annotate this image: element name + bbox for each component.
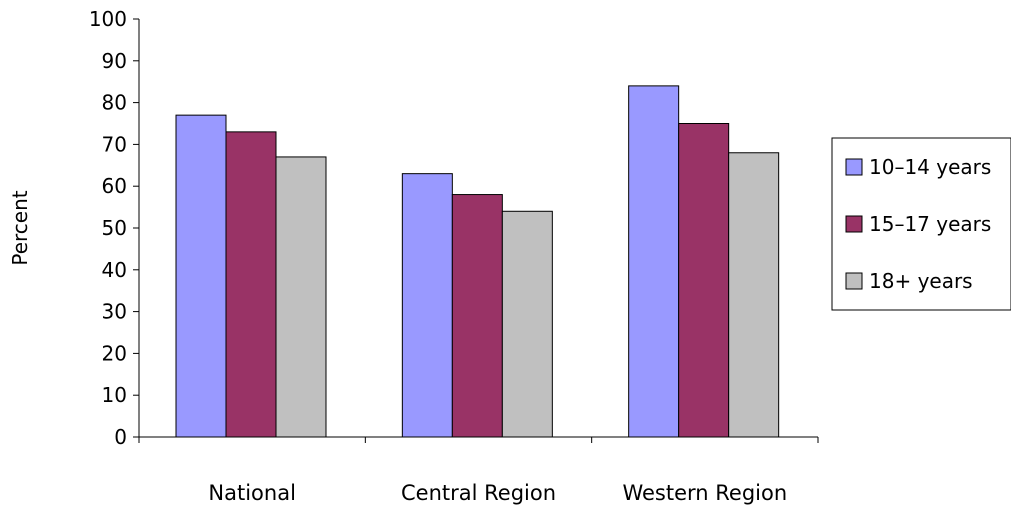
y-tick-label: 10 bbox=[102, 383, 127, 407]
bar-national-series-2 bbox=[225, 131, 277, 438]
x-tick-label: Western Region bbox=[622, 481, 787, 505]
y-tick-label: 60 bbox=[102, 174, 127, 198]
y-axis-label: Percent bbox=[8, 190, 32, 265]
legend-swatch bbox=[845, 215, 863, 233]
legend-swatch bbox=[845, 158, 863, 176]
bar-national-series-3 bbox=[275, 156, 327, 438]
x-tick-label: National bbox=[208, 481, 296, 505]
y-tick-label: 20 bbox=[102, 341, 127, 365]
y-tick-label: 0 bbox=[114, 425, 127, 449]
legend-entry: 18+ years bbox=[869, 269, 973, 293]
y-tick-label: 30 bbox=[102, 300, 127, 324]
legend-entry: 15–17 years bbox=[869, 212, 991, 236]
bar-western-region-series-2 bbox=[678, 123, 730, 438]
y-tick-label: 70 bbox=[102, 132, 127, 156]
legend-entry: 10–14 years bbox=[869, 155, 991, 179]
y-tick-label: 50 bbox=[102, 216, 127, 240]
legend-swatch bbox=[845, 272, 863, 290]
bar-central-region-series-1 bbox=[401, 173, 453, 438]
x-tick-label: Central Region bbox=[401, 481, 556, 505]
bar-central-region-series-2 bbox=[451, 194, 503, 438]
y-tick-label: 40 bbox=[102, 258, 127, 282]
bar-central-region-series-3 bbox=[501, 210, 553, 438]
bar-western-region-series-1 bbox=[628, 85, 680, 438]
y-tick-label: 80 bbox=[102, 91, 127, 115]
plot-area: 0 10 20 30 40 50 60 70 80 90 100 National Central Re… bbox=[89, 7, 819, 505]
y-tick-label: 90 bbox=[102, 49, 127, 73]
y-tick-label: 100 bbox=[89, 7, 127, 31]
legend: 10–14 years 15–17 years 18+ years bbox=[831, 137, 1011, 311]
bar-western-region-series-3 bbox=[728, 152, 780, 438]
bar-national-series-1 bbox=[175, 114, 227, 438]
